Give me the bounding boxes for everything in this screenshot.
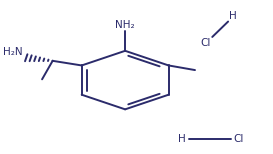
- Text: Cl: Cl: [201, 38, 211, 48]
- Text: H₂N: H₂N: [3, 47, 22, 57]
- Text: NH₂: NH₂: [115, 20, 135, 30]
- Text: Cl: Cl: [233, 134, 244, 144]
- Text: H: H: [229, 11, 237, 21]
- Text: H: H: [178, 134, 186, 144]
